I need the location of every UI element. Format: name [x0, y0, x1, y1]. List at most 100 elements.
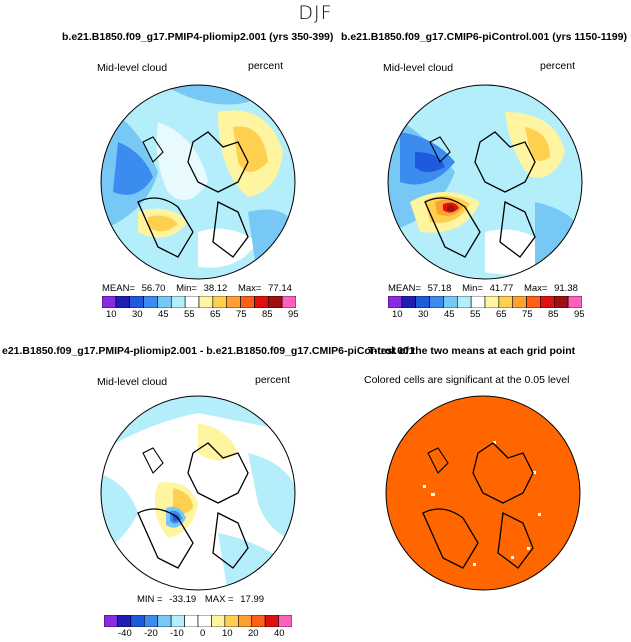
colorbar-swatch	[443, 296, 458, 308]
colorbar-swatch	[184, 615, 199, 627]
panel-3-units-label: percent	[255, 374, 291, 386]
panel-1-min-label: Min=	[176, 283, 197, 294]
colorbar-tick: 75	[236, 309, 247, 320]
colorbar-swatch	[415, 296, 430, 308]
panel-1-units-label: percent	[248, 60, 284, 72]
colorbar-swatch	[211, 615, 226, 627]
colorbar-tick: 40	[274, 628, 285, 639]
panel-2-stats: MEAN= 57.18 Min= 41.77 Max= 91.38	[388, 283, 578, 294]
colorbar-swatch	[157, 615, 172, 627]
colorbar-swatch	[198, 296, 214, 308]
colorbar-swatch	[281, 296, 296, 308]
panel-2-map	[387, 84, 583, 280]
panel-2-max-value: 91.38	[554, 283, 578, 294]
colorbar-tick: 55	[470, 309, 481, 320]
colorbar-swatch	[184, 296, 200, 308]
panel-4-significance-label: Colored cells are significant at the 0.0…	[364, 374, 570, 386]
colorbar-swatch	[117, 615, 132, 627]
colorbar-swatch	[224, 615, 239, 627]
colorbar-tick: 0	[200, 628, 206, 639]
colorbar-tick: 55	[184, 309, 195, 320]
colorbar-tick: 10	[392, 309, 403, 320]
colorbar-swatch	[115, 296, 131, 308]
panel-2-colorbar	[388, 296, 582, 308]
colorbar-swatch	[553, 296, 569, 308]
colorbar-swatch	[264, 615, 279, 627]
panel-1-map	[100, 84, 296, 280]
colorbar-tick: 65	[210, 309, 221, 320]
colorbar-swatch	[267, 296, 283, 308]
panel-1-min-value: 38.12	[203, 283, 228, 294]
colorbar-swatch	[429, 296, 444, 308]
colorbar-tick: 10	[106, 309, 117, 320]
colorbar-tick: 85	[262, 309, 273, 320]
colorbar-swatch	[540, 296, 555, 308]
page-title: DJF	[298, 2, 333, 24]
colorbar-tick: 20	[248, 628, 259, 639]
panel-3-stats: MIN = -33.19 MAX = 17.99	[137, 594, 264, 605]
panel-1-variable-label: Mid-level cloud	[97, 62, 168, 74]
colorbar-swatch	[170, 615, 185, 627]
panel-1-max-value: 77.14	[268, 283, 292, 294]
colorbar-tick: -10	[170, 628, 184, 639]
colorbar-tick: 75	[522, 309, 533, 320]
panel-1-mean-value: 56.70	[141, 283, 166, 294]
colorbar-swatch	[143, 615, 159, 627]
panel-1-title: b.e21.B1850.f09_g17.PMIP4-pliomip2.001 (…	[62, 31, 334, 43]
panel-3-title: e21.B1850.f09_g17.PMIP4-pliomip2.001 - b…	[2, 345, 415, 357]
panel-2-title: b.e21.B1850.f09_g17.CMIP6-piControl.001 …	[341, 31, 627, 43]
colorbar-swatch	[143, 296, 158, 308]
panel-4-title: T-test of the two means at each grid poi…	[368, 345, 576, 357]
panel-2-variable-label: Mid-level cloud	[383, 62, 454, 74]
panel-3-max-value: 17.99	[240, 594, 265, 605]
panel-1-stats: MEAN= 56.70 Min= 38.12 Max= 77.14	[102, 283, 292, 294]
colorbar-tick: 65	[496, 309, 507, 320]
colorbar-tick: 10	[222, 628, 233, 639]
panel-3-max-label: MAX =	[204, 594, 234, 605]
colorbar-swatch	[388, 296, 403, 308]
colorbar-swatch	[401, 296, 417, 308]
colorbar-swatch	[512, 296, 527, 308]
colorbar-tick: 45	[158, 309, 169, 320]
panel-2-mean-label: MEAN=	[388, 283, 421, 294]
colorbar-swatch	[102, 296, 117, 308]
colorbar-swatch	[129, 296, 144, 308]
colorbar-swatch	[251, 615, 266, 627]
colorbar-swatch	[157, 296, 172, 308]
colorbar-tick: 95	[288, 309, 299, 320]
colorbar-tick: 30	[132, 309, 143, 320]
colorbar-swatch	[278, 615, 292, 627]
colorbar-tick: 85	[548, 309, 559, 320]
colorbar-swatch	[104, 615, 118, 627]
colorbar-swatch	[226, 296, 241, 308]
colorbar-swatch	[254, 296, 269, 308]
colorbar-swatch	[170, 296, 186, 308]
colorbar-swatch	[237, 615, 253, 627]
panel-1-colorbar	[102, 296, 296, 308]
colorbar-swatch	[484, 296, 500, 308]
colorbar-tick: -20	[144, 628, 158, 639]
colorbar-swatch	[212, 296, 228, 308]
panel-2-units-label: percent	[540, 60, 576, 72]
panel-3-map	[100, 395, 296, 591]
panel-4-map	[385, 395, 581, 591]
colorbar-swatch	[470, 296, 486, 308]
panel-2-min-label: Min=	[462, 283, 483, 294]
panel-2-min-value: 41.77	[489, 283, 514, 294]
colorbar-tick: 95	[574, 309, 585, 320]
panel-1-max-label: Max=	[237, 283, 262, 294]
colorbar-tick: 45	[444, 309, 455, 320]
colorbar-swatch	[498, 296, 514, 308]
panel-3-variable-label: Mid-level cloud	[97, 376, 168, 388]
panel-3-min-label: MIN =	[137, 594, 163, 605]
colorbar-swatch	[567, 296, 582, 308]
colorbar-swatch	[240, 296, 255, 308]
colorbar-swatch	[197, 615, 212, 627]
panel-2-max-label: Max=	[523, 283, 548, 294]
panel-2-mean-value: 57.18	[427, 283, 452, 294]
colorbar-swatch	[456, 296, 472, 308]
panel-1-mean-label: MEAN=	[102, 283, 135, 294]
colorbar-swatch	[130, 615, 145, 627]
panel-3-colorbar	[104, 615, 292, 627]
colorbar-tick: -40	[118, 628, 132, 639]
